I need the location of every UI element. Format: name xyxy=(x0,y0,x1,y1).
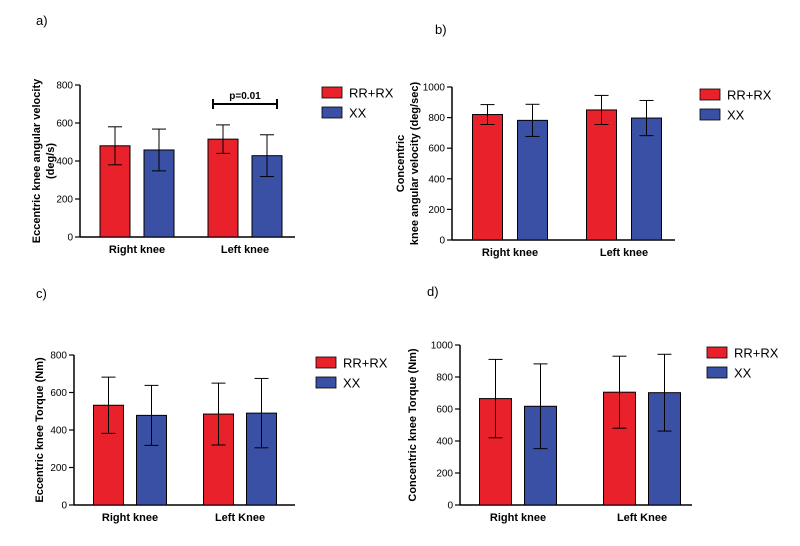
y-tick-label: 400 xyxy=(436,437,453,448)
panel-label: a) xyxy=(36,13,48,28)
y-tick-label: 800 xyxy=(428,113,445,124)
y-tick-label: 1000 xyxy=(423,83,446,94)
significance-label: p=0.01 xyxy=(229,91,261,102)
legend-label: XX xyxy=(734,366,752,381)
legend-label: RR+RX xyxy=(349,86,394,101)
legend-label: RR+RX xyxy=(734,346,779,361)
x-category-label: Right knee xyxy=(482,247,538,259)
bar-xx xyxy=(517,119,548,241)
y-tick-label: 0 xyxy=(67,233,73,244)
y-tick-label: 0 xyxy=(447,501,453,512)
y-tick-label: 600 xyxy=(50,388,67,399)
y-tick-label: 200 xyxy=(436,469,453,480)
y-tick-label: 200 xyxy=(56,195,73,206)
chart-panel-b: b) 0 200 400 600 800 1000 Concentric knee angula… xyxy=(395,22,772,259)
y-axis-title: Concentric knee Torque (Nm) xyxy=(407,348,419,502)
y-tick-label: 600 xyxy=(56,119,73,130)
legend-swatch-xx xyxy=(706,366,728,379)
x-category-label: Right knee xyxy=(490,512,546,524)
legend-swatch-xx xyxy=(315,376,337,389)
legend-label: XX xyxy=(349,106,367,121)
y-tick-label: 800 xyxy=(50,351,67,362)
y-tick-label: 200 xyxy=(50,463,67,474)
y-tick-label: 400 xyxy=(50,426,67,437)
x-category-label: Left Knee xyxy=(617,512,667,524)
legend-swatch-rr-rx xyxy=(699,88,721,101)
y-tick-label: 600 xyxy=(428,144,445,155)
chart-panel-a: a) 0 200 400 600 800 Eccentric knee angular ve… xyxy=(31,13,394,256)
y-axis-title: Concentric xyxy=(395,135,407,192)
panel-label: c) xyxy=(36,286,47,301)
legend-swatch-rr-rx xyxy=(315,356,337,369)
y-tick-label: 400 xyxy=(428,174,445,185)
y-axis-title: (deg/s) xyxy=(45,143,57,179)
y-axis-title: Eccentric knee Torque (Nm) xyxy=(34,357,46,503)
legend-label: XX xyxy=(343,376,361,391)
y-tick-label: 600 xyxy=(436,405,453,416)
legend-label: RR+RX xyxy=(343,356,388,371)
legend-label: XX xyxy=(727,108,745,123)
y-tick-label: 800 xyxy=(56,81,73,92)
x-category-label: Left knee xyxy=(600,247,648,259)
y-tick-label: 0 xyxy=(61,501,67,512)
y-axis-title: knee angular velocity (deg/sec) xyxy=(409,82,421,246)
y-tick-label: 400 xyxy=(56,157,73,168)
panel-label: b) xyxy=(435,22,447,37)
legend-swatch-xx xyxy=(321,106,343,119)
legend-swatch-rr-rx xyxy=(706,346,728,359)
bar-xx xyxy=(631,117,662,241)
bar-rr-rx xyxy=(207,138,239,238)
y-axis-title: Eccentric knee angular velocity xyxy=(31,78,43,243)
panel-label: d) xyxy=(427,284,439,299)
y-tick-label: 800 xyxy=(436,373,453,384)
legend-swatch-xx xyxy=(699,108,721,121)
legend-swatch-rr-rx xyxy=(321,86,343,99)
x-category-label: Right knee xyxy=(102,512,158,524)
y-tick-label: 200 xyxy=(428,205,445,216)
x-category-label: Left knee xyxy=(221,244,269,256)
bar-rr-rx xyxy=(586,109,617,241)
y-tick-label: 1000 xyxy=(431,341,454,352)
chart-panel-d: d) 0 200 400 600 800 1000 Concentric knee Torqu… xyxy=(407,284,779,524)
x-category-label: Right knee xyxy=(109,244,165,256)
y-tick-label: 0 xyxy=(439,236,445,247)
legend-label: RR+RX xyxy=(727,88,772,103)
chart-panel-c: c) 0 200 400 600 800 Eccentric knee Torque (Nm… xyxy=(34,286,388,524)
x-category-label: Left Knee xyxy=(215,512,265,524)
bar-rr-rx xyxy=(472,114,503,241)
